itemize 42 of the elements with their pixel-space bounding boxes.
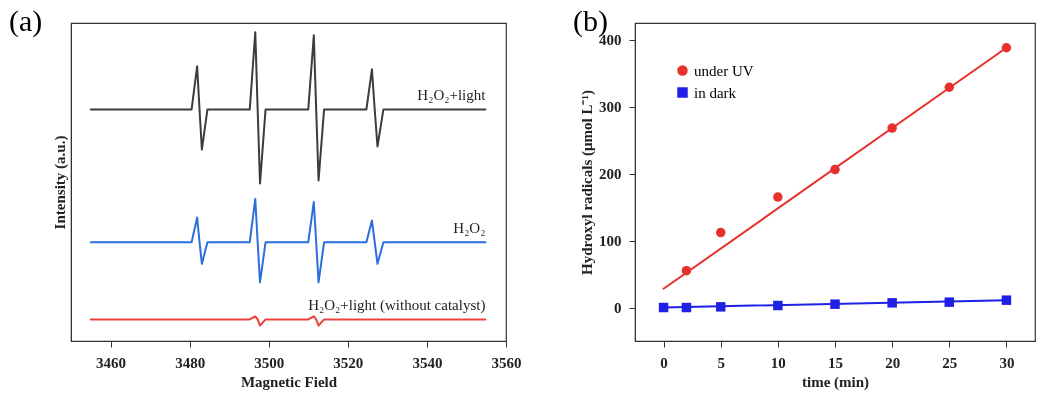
point <box>773 192 783 202</box>
x-tick-label: 3500 <box>254 354 285 371</box>
x-tick-label: 3560 <box>491 354 522 371</box>
point <box>1001 43 1012 53</box>
x-tick-label: 25 <box>942 354 958 371</box>
y-axis-title: Intensity (a.u.) <box>51 135 69 230</box>
chart-title: (a) <box>9 4 43 38</box>
point <box>681 265 692 276</box>
series-label: H₂O₂+light <box>417 87 487 104</box>
point <box>658 302 669 313</box>
y-tick-label: 0 <box>614 300 622 317</box>
point <box>944 82 955 92</box>
x-tick-label: 3520 <box>333 354 364 371</box>
point <box>887 123 897 133</box>
x-tick-label: 5 <box>717 354 725 371</box>
x-tick-label: 30 <box>999 354 1015 371</box>
series-label: H₂O₂ <box>453 220 486 237</box>
point <box>887 298 897 308</box>
y-tick-label: 100 <box>599 233 622 250</box>
legend-label: in dark <box>694 84 737 101</box>
point <box>715 302 726 312</box>
x-axis-title: time (min) <box>801 373 870 391</box>
y-tick-label: 200 <box>599 166 622 183</box>
point <box>830 164 840 175</box>
y-tick-label: 300 <box>599 99 622 116</box>
x-axis-title: Magnetic Field <box>240 373 338 390</box>
point <box>773 300 783 311</box>
x-tick-label: 0 <box>660 354 668 371</box>
x-tick-label: 15 <box>828 354 843 371</box>
point <box>1001 295 1012 305</box>
point <box>944 297 955 307</box>
point <box>830 299 840 309</box>
x-tick-label: 3480 <box>175 354 206 371</box>
x-tick-label: 3460 <box>96 354 127 371</box>
x-tick-label: 3540 <box>412 354 443 371</box>
series-label: H₂O₂+light (without catalyst) <box>308 297 486 315</box>
legend-label: under UV <box>694 62 754 79</box>
y-axis-title: Hydroxyl radicals (μmol L⁻¹) <box>579 90 596 275</box>
point <box>681 302 692 313</box>
x-tick-label: 10 <box>770 354 786 371</box>
x-tick-label: 20 <box>885 354 901 371</box>
point <box>715 227 726 238</box>
